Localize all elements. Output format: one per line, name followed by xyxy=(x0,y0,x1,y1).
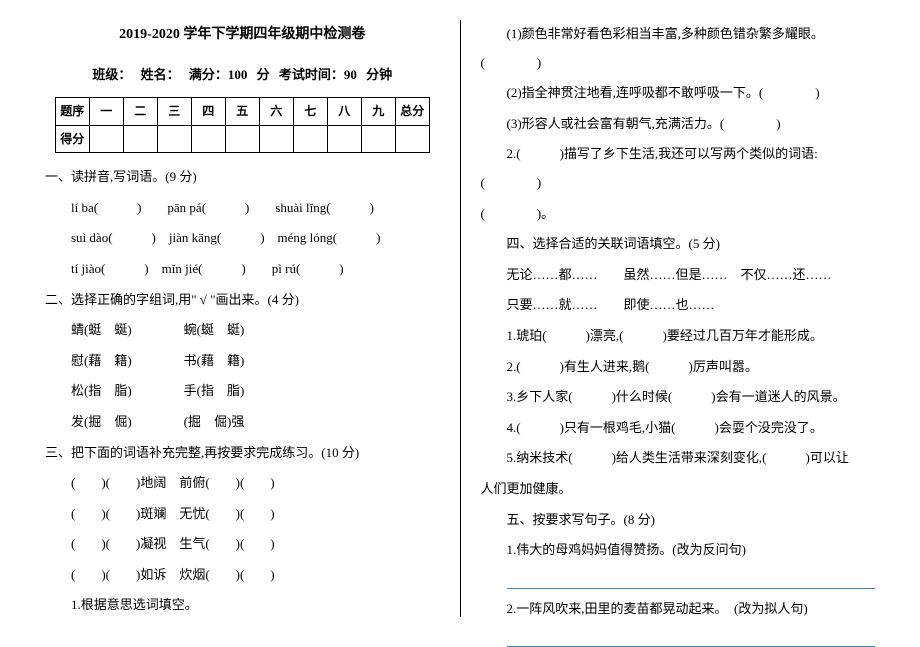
name-label: 姓名： xyxy=(141,67,180,82)
score-header-cell: 总分 xyxy=(395,98,429,125)
q3-heading: 三、把下面的词语补充完整,再按要求完成练习。(10 分) xyxy=(45,439,440,468)
left-column: 2019-2020 学年下学期四年级期中检测卷 班级： 姓名： 满分：100 分… xyxy=(30,20,455,617)
score-header-cell: 一 xyxy=(89,98,123,125)
time-label: 考试时间：90 分钟 xyxy=(279,67,392,82)
q4-item: 人们更加健康。 xyxy=(481,475,876,504)
score-blank-cell xyxy=(293,125,327,152)
score-header-cell: 题序 xyxy=(55,98,89,125)
score-header-cell: 五 xyxy=(225,98,259,125)
q3-item: (1)颜色非常好看色彩相当丰富,多种颜色错杂繁多耀眼。( ) xyxy=(481,20,876,77)
q3-item: 2.( )描写了乡下生活,我还可以写两个类似的词语:( ) xyxy=(481,140,876,197)
score-header-cell: 八 xyxy=(327,98,361,125)
score-header-cell: 四 xyxy=(191,98,225,125)
score-blank-cell xyxy=(395,125,429,152)
answer-line xyxy=(507,629,876,647)
q3-item: (3)形容人或社会富有朝气,充满活力。( ) xyxy=(481,110,876,139)
q4-item: 5.纳米技术( )给人类生活带来深刻变化,( )可以让 xyxy=(481,444,876,473)
table-row: 题序 一 二 三 四 五 六 七 八 九 总分 xyxy=(55,98,429,125)
q4-conj: 只要……就…… 即使……也…… xyxy=(481,291,876,320)
q1-heading: 一、读拼音,写词语。(9 分) xyxy=(45,163,440,192)
score-table: 题序 一 二 三 四 五 六 七 八 九 总分 得分 xyxy=(55,97,430,153)
q2-heading: 二、选择正确的字组词,用" √ "画出来。(4 分) xyxy=(45,286,440,315)
column-divider xyxy=(460,20,461,617)
q4-item: 4.( )只有一根鸡毛,小猫( )会耍个没完没了。 xyxy=(481,414,876,443)
q3-row: ( )( )如诉 炊烟( )( ) xyxy=(45,561,440,590)
q4-item: 1.琥珀( )漂亮,( )要经过几百万年才能形成。 xyxy=(481,322,876,351)
score-blank-cell xyxy=(225,125,259,152)
score-header-cell: 二 xyxy=(123,98,157,125)
q4-item: 2.( )有生人进来,鹅( )厉声叫嚣。 xyxy=(481,353,876,382)
score-blank-cell xyxy=(259,125,293,152)
q4-conj: 无论……都…… 虽然……但是…… 不仅……还…… xyxy=(481,261,876,290)
score-blank-cell xyxy=(327,125,361,152)
class-label: 班级： xyxy=(92,67,131,82)
exam-title: 2019-2020 学年下学期四年级期中检测卷 xyxy=(45,20,440,51)
q2-row: 蜻(蜓 蜒) 蜿(蜒 蜓) xyxy=(45,316,440,345)
fullscore-label: 满分：100 分 xyxy=(189,67,270,82)
q5-item: 2.一阵风吹来,田里的麦苗都晃动起来。 (改为拟人句) xyxy=(481,595,876,624)
score-blank-cell xyxy=(123,125,157,152)
q5-heading: 五、按要求写句子。(8 分) xyxy=(481,506,876,535)
q2-row: 发(掘 倔) (掘 倔)强 xyxy=(45,408,440,437)
q1-row: lí ba( ) pān pá( ) shuài lǐng( ) xyxy=(45,194,440,223)
score-row-label: 得分 xyxy=(55,125,89,152)
score-blank-cell xyxy=(89,125,123,152)
q3-row: ( )( )斑斓 无忧( )( ) xyxy=(45,500,440,529)
score-header-cell: 七 xyxy=(293,98,327,125)
score-header-cell: 九 xyxy=(361,98,395,125)
score-header-cell: 六 xyxy=(259,98,293,125)
q4-heading: 四、选择合适的关联词语填空。(5 分) xyxy=(481,230,876,259)
q3-item: ( )。 xyxy=(481,200,876,229)
q2-row: 慰(藉 籍) 书(藉 籍) xyxy=(45,347,440,376)
q4-item: 3.乡下人家( )什么时候( )会有一道迷人的风景。 xyxy=(481,383,876,412)
q5-item: 1.伟大的母鸡妈妈值得赞扬。(改为反问句) xyxy=(481,536,876,565)
q2-row: 松(指 脂) 手(指 脂) xyxy=(45,377,440,406)
score-blank-cell xyxy=(191,125,225,152)
q3-row: ( )( )地阔 前俯( )( ) xyxy=(45,469,440,498)
exam-info: 班级： 姓名： 满分：100 分 考试时间：90 分钟 xyxy=(45,61,440,90)
score-blank-cell xyxy=(157,125,191,152)
q3-item: (2)指全神贯注地看,连呼吸都不敢呼吸一下。( ) xyxy=(481,79,876,108)
answer-line xyxy=(507,571,876,589)
q1-row: suì dào( ) jiàn kāng( ) méng lóng( ) xyxy=(45,224,440,253)
q3-sub: 1.根据意思选词填空。 xyxy=(45,591,440,620)
table-row: 得分 xyxy=(55,125,429,152)
q1-row: tí jiào( ) mǐn jié( ) pì rú( ) xyxy=(45,255,440,284)
score-header-cell: 三 xyxy=(157,98,191,125)
right-column: (1)颜色非常好看色彩相当丰富,多种颜色错杂繁多耀眼。( ) (2)指全神贯注地… xyxy=(466,20,891,617)
score-blank-cell xyxy=(361,125,395,152)
q3-row: ( )( )凝视 生气( )( ) xyxy=(45,530,440,559)
